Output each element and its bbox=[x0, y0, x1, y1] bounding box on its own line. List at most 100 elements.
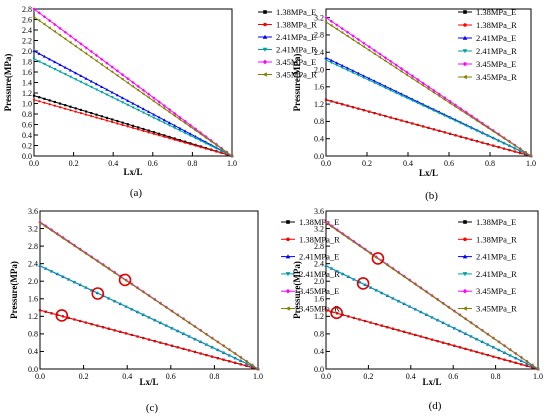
data-point bbox=[105, 88, 109, 91]
data-point bbox=[491, 137, 495, 140]
data-point bbox=[32, 57, 36, 61]
data-point bbox=[419, 286, 422, 290]
data-point bbox=[124, 305, 128, 309]
data-point bbox=[341, 232, 344, 236]
data-point bbox=[346, 275, 350, 279]
data-point bbox=[416, 80, 419, 84]
y-tick-label: 0.4 bbox=[314, 347, 324, 356]
legend-label: 3.45MPa_E bbox=[276, 57, 316, 67]
data-point bbox=[107, 267, 110, 271]
data-point bbox=[126, 125, 129, 128]
data-point bbox=[459, 135, 462, 138]
data-point bbox=[435, 298, 439, 302]
data-point bbox=[324, 221, 328, 225]
data-point bbox=[37, 60, 41, 64]
data-point bbox=[508, 354, 512, 358]
data-point bbox=[176, 346, 179, 349]
data-point bbox=[120, 73, 125, 77]
data-point bbox=[424, 290, 428, 294]
data-point bbox=[447, 324, 451, 328]
data-point bbox=[386, 326, 389, 329]
x-tick-label: 0.0 bbox=[321, 159, 331, 168]
data-point bbox=[61, 275, 65, 279]
data-point bbox=[152, 131, 155, 134]
data-point bbox=[410, 99, 414, 103]
data-point bbox=[481, 352, 484, 355]
y-tick-label: 3.6 bbox=[314, 207, 324, 216]
data-point bbox=[204, 142, 208, 145]
series-2.41MPa_R bbox=[38, 264, 260, 371]
legend-label: 3.45MPa_E bbox=[299, 286, 339, 296]
data-point bbox=[438, 129, 441, 132]
legend-label: 2.41MPa_E bbox=[476, 252, 516, 262]
data-point bbox=[48, 103, 51, 106]
y-tick-label: 0.0 bbox=[22, 152, 32, 161]
legend-marker bbox=[285, 306, 290, 311]
data-point bbox=[486, 332, 489, 336]
data-point bbox=[79, 108, 82, 112]
data-point bbox=[372, 79, 377, 83]
data-point bbox=[453, 105, 457, 109]
highlight-circle bbox=[118, 273, 132, 287]
data-point bbox=[454, 134, 457, 137]
data-point bbox=[340, 26, 344, 31]
data-point bbox=[216, 340, 219, 344]
data-point bbox=[351, 69, 355, 72]
data-point bbox=[486, 134, 490, 138]
data-point bbox=[383, 59, 387, 63]
y-tick-label: 2.4 bbox=[314, 259, 324, 268]
data-point bbox=[374, 289, 378, 292]
data-point bbox=[121, 121, 124, 124]
legend: 1.38MPa_E 1.38MPa_R 2.41MPa_E 2.41MPa_R 3.45… bbox=[281, 217, 340, 314]
legend-label: 3.45MPa_R bbox=[299, 304, 340, 314]
data-point bbox=[167, 124, 172, 127]
y-tick-label: 1.6 bbox=[314, 83, 324, 92]
data-point bbox=[131, 126, 135, 130]
data-point bbox=[162, 118, 166, 122]
data-point bbox=[470, 138, 473, 141]
data-point bbox=[411, 122, 414, 125]
data-point bbox=[356, 74, 360, 77]
data-point bbox=[136, 84, 140, 88]
data-point bbox=[396, 300, 401, 303]
data-point bbox=[378, 84, 382, 87]
data-point bbox=[137, 126, 140, 129]
data-point bbox=[137, 128, 140, 131]
data-point bbox=[413, 282, 417, 286]
data-point bbox=[152, 132, 155, 135]
data-point bbox=[193, 128, 197, 132]
data-point bbox=[396, 271, 400, 275]
data-point bbox=[194, 144, 197, 147]
data-point bbox=[183, 121, 187, 125]
legend-label: 2.41MPa_R bbox=[476, 46, 517, 56]
series-1.38MPa_R bbox=[32, 98, 234, 158]
data-point bbox=[48, 65, 52, 69]
data-point bbox=[441, 302, 445, 306]
data-point bbox=[530, 363, 534, 367]
legend-marker bbox=[462, 306, 467, 311]
data-point bbox=[519, 355, 523, 360]
data-point bbox=[199, 139, 203, 143]
data-point bbox=[32, 15, 36, 19]
data-point bbox=[378, 55, 382, 59]
data-point bbox=[345, 66, 350, 70]
x-tick-label: 1.0 bbox=[253, 372, 263, 381]
data-point bbox=[410, 76, 414, 81]
y-tick-label: 0.2 bbox=[22, 141, 32, 150]
data-point bbox=[403, 330, 406, 333]
data-point bbox=[58, 70, 62, 74]
y-tick-label: 2.8 bbox=[314, 31, 324, 40]
data-point bbox=[167, 110, 171, 114]
highlight-circle bbox=[371, 252, 385, 265]
data-point bbox=[100, 62, 103, 67]
legend-label: 1.38MPa_R bbox=[299, 234, 340, 244]
series-3.45MPa_R bbox=[32, 15, 234, 158]
legend-marker bbox=[463, 220, 467, 224]
data-point bbox=[437, 111, 441, 115]
data-point bbox=[163, 135, 166, 138]
data-point bbox=[90, 323, 93, 326]
legend-marker bbox=[463, 23, 467, 27]
data-point bbox=[176, 313, 179, 317]
x-tick-label: 0.4 bbox=[122, 372, 132, 381]
data-point bbox=[58, 33, 62, 37]
